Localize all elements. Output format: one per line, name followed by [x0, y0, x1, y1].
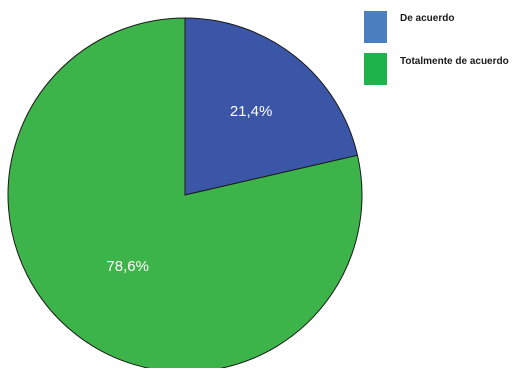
legend-swatch-totalmente-de-acuerdo [364, 53, 387, 85]
legend-label-de-acuerdo: De acuerdo [400, 12, 455, 24]
legend-item-de-acuerdo: De acuerdo [364, 11, 454, 43]
legend-swatch-de-acuerdo [364, 11, 387, 43]
data-label-de-acuerdo: 21,4% [230, 103, 273, 120]
legend-label-totalmente-de-acuerdo: Totalmente de acuerdo [400, 55, 509, 67]
legend-item-totalmente-de-acuerdo: Totalmente de acuerdo [364, 53, 509, 85]
pie-slice-totalmente-de-acuerdo [7, 17, 363, 368]
pie-data-labels: 21,4% 78,6% [106, 103, 272, 275]
pie-slice-de-acuerdo [184, 17, 359, 196]
data-label-totalmente-de-acuerdo: 78,6% [106, 258, 149, 275]
pie-slices [7, 17, 363, 368]
